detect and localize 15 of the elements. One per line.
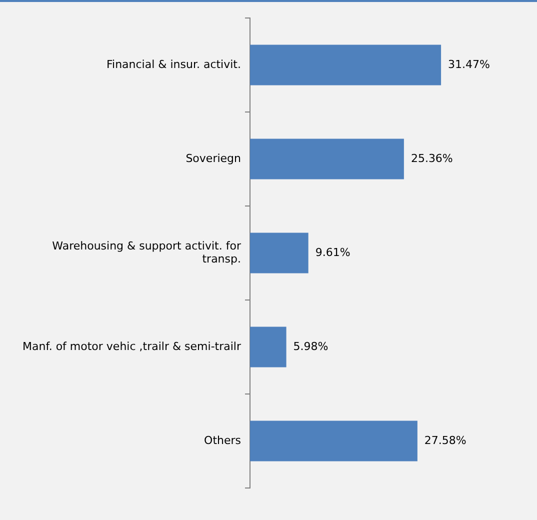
- data-label: 31.47%: [448, 58, 490, 71]
- data-label: 25.36%: [410, 152, 453, 165]
- y-tick-label: Financial & insur. activit.: [106, 58, 241, 71]
- bar: [250, 138, 404, 180]
- data-label: 9.61%: [315, 246, 350, 259]
- y-tick-label: Warehousing & support activit. for transp.: [52, 239, 242, 266]
- bar: [250, 44, 442, 86]
- y-tick-label: Manf. of motor vehic ,trailr & semi-trailr: [22, 340, 242, 353]
- data-label: 27.58%: [424, 434, 466, 447]
- y-tick-label: Others: [204, 434, 242, 447]
- bar: [250, 420, 418, 462]
- data-label: 5.98%: [293, 340, 328, 353]
- bar: [250, 326, 286, 368]
- y-tick-label: Soveriegn: [186, 152, 242, 165]
- bar: [250, 232, 308, 274]
